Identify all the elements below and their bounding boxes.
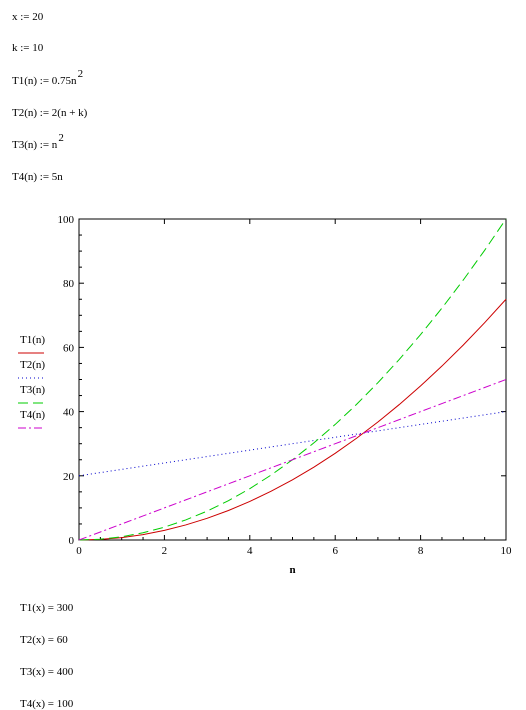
series-line-t1n (78, 298, 507, 541)
line-chart: 0 20 40 60 80 100 0 2 4 6 8 10 n T1(n) T2(n) T3(n) T4(n) (18, 214, 513, 576)
result-t2: T2(x) = 60 (20, 634, 68, 646)
result-t3: T3(x) = 400 (20, 666, 74, 678)
plot-frame (78, 218, 507, 541)
y-tick-label: 80 (63, 278, 75, 290)
y-tick-label: 0 (69, 535, 75, 547)
legend-label: T3(n) (20, 384, 45, 396)
x-tick-label: 10 (501, 545, 513, 557)
definition-k: k := 10 (12, 42, 44, 54)
definition-t4: T4(n) := 5n (12, 171, 63, 183)
x-tick-label: 8 (418, 545, 424, 557)
y-tick-label: 100 (58, 214, 75, 226)
definition-t1: T1(n) := 0.75n2 (12, 69, 83, 87)
x-axis-label: n (289, 564, 295, 576)
definition-t2: T2(n) := 2(n + k) (12, 107, 88, 119)
definition-x: x := 20 (12, 11, 44, 23)
definition-t3-exponent: 2 (58, 132, 64, 144)
x-tick-label: 0 (76, 545, 82, 557)
definition-t3-expression: T3(n) := n (12, 139, 58, 151)
definition-t1-exponent: 2 (77, 68, 84, 80)
definition-t1-expression: T1(n) := 0.75n (12, 75, 77, 87)
result-t1: T1(x) = 300 (20, 602, 74, 614)
x-tick-label: 4 (247, 545, 253, 557)
y-tick-label: 40 (63, 407, 75, 419)
legend-label: T1(n) (20, 334, 45, 346)
x-tick-label: 6 (332, 545, 338, 557)
x-tick-label: 2 (162, 545, 168, 557)
legend-label: T2(n) (20, 359, 45, 371)
definition-t3: T3(n) := n2 (12, 133, 64, 151)
result-t4: T4(x) = 100 (20, 698, 74, 710)
y-tick-label: 60 (63, 342, 75, 354)
legend-label: T4(n) (20, 409, 45, 421)
y-tick-label: 20 (63, 471, 75, 483)
series-line-t3n (78, 218, 507, 541)
